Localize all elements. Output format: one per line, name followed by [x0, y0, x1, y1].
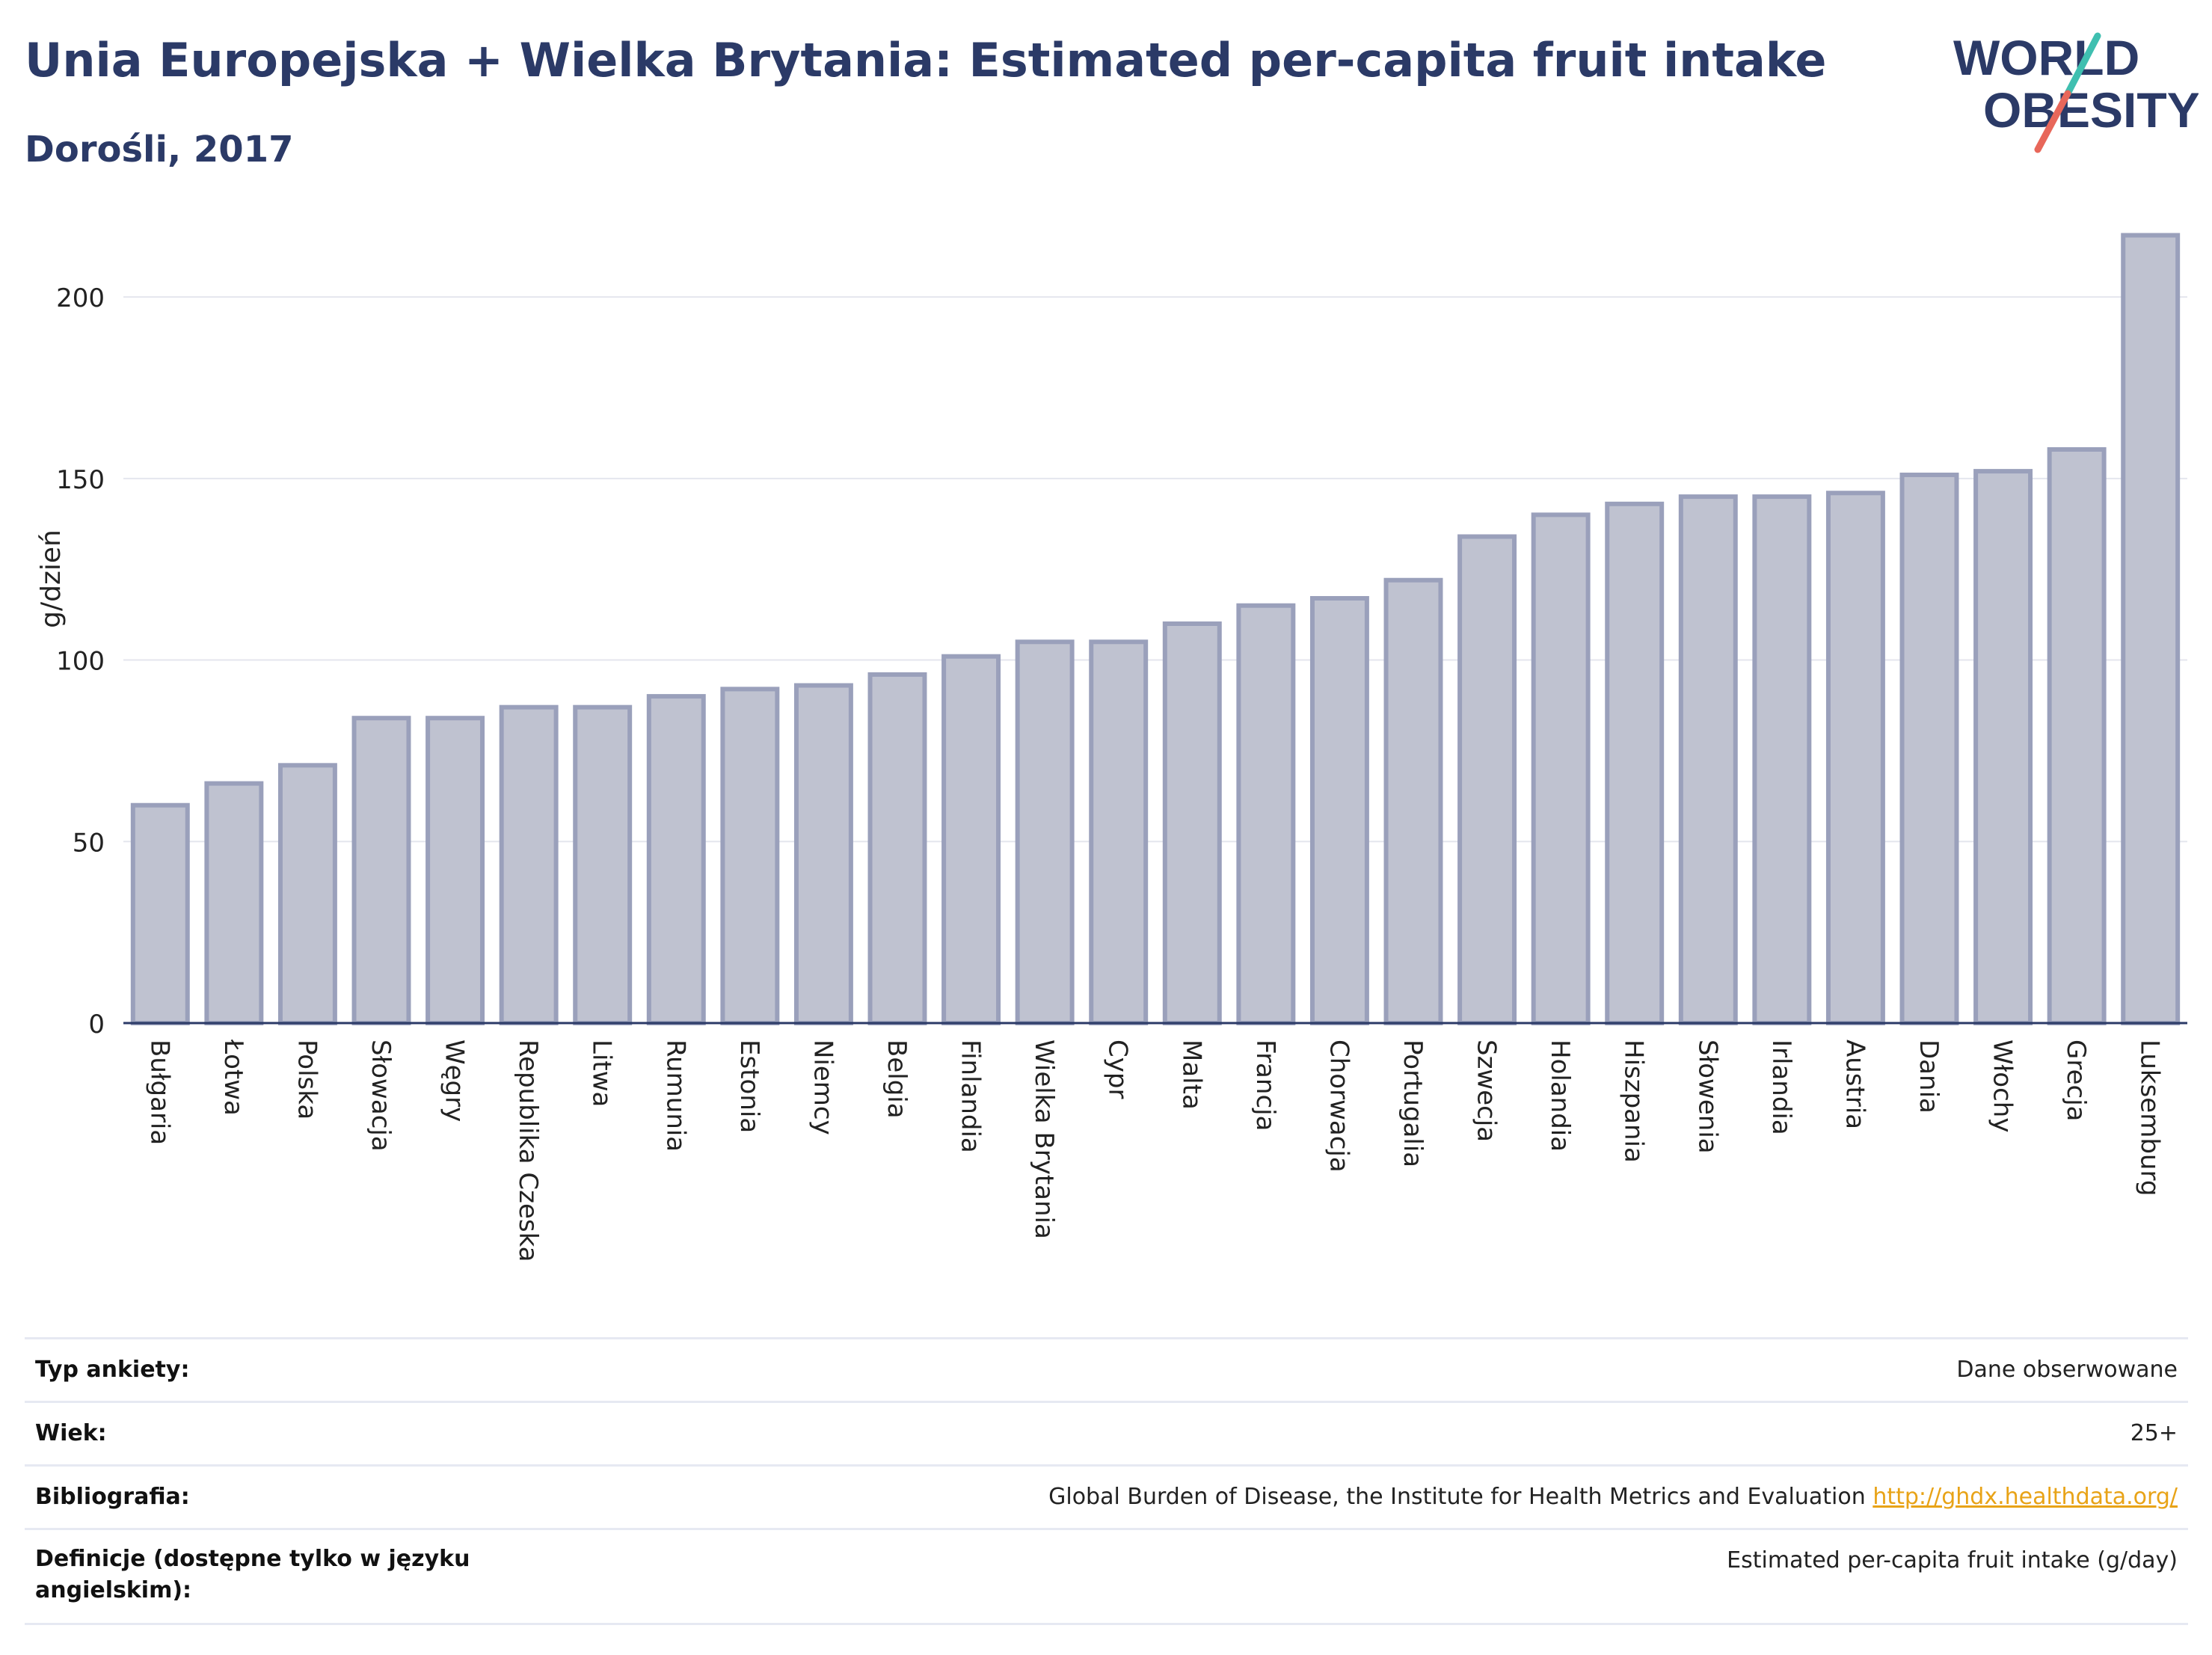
chart-subtitle: Dorośli, 2017	[25, 129, 294, 171]
bar-niemcy[interactable]	[793, 683, 853, 1025]
bar-luksemburg[interactable]	[2121, 233, 2181, 1026]
x-tick-label: Rumunia	[660, 1040, 690, 1152]
x-tick-label: Wielka Brytania	[1029, 1040, 1059, 1239]
bar-chart: 0 50 100 150 200 g/dzień Bułgaria Łotwa Polska Sł…	[36, 233, 2187, 1262]
metadata-value: 25+	[2130, 1420, 2178, 1446]
x-tick-label: Irlandia	[1766, 1040, 1796, 1135]
x-tick-label: Grecja	[2061, 1040, 2091, 1121]
y-tick-label: 150	[56, 465, 105, 495]
x-tick-label: Słowacja	[366, 1040, 396, 1152]
x-tick-label: Francja	[1250, 1040, 1280, 1131]
metadata-label: Wiek:	[35, 1420, 107, 1446]
bar-węgry[interactable]	[425, 716, 485, 1026]
metadata-label: Typ ankiety:	[35, 1357, 190, 1383]
x-tick-label: Holandia	[1545, 1040, 1575, 1152]
x-tick-label: Belgia	[882, 1040, 912, 1119]
bar-republika-czeska[interactable]	[499, 704, 559, 1025]
logo-slash-top	[2064, 32, 2101, 97]
x-tick-label: Polska	[292, 1040, 322, 1120]
bar-bułgaria[interactable]	[130, 802, 190, 1026]
bar-rumunia[interactable]	[646, 694, 706, 1025]
x-tick-label: Niemcy	[808, 1040, 838, 1135]
y-tick-label: 100	[56, 647, 105, 677]
x-tick-label: Słowenia	[1692, 1040, 1722, 1154]
bar-wielka-brytania[interactable]	[1015, 639, 1075, 1025]
metadata-label: Definicje (dostępne tylko w języku angie…	[35, 1546, 470, 1603]
bar-austria[interactable]	[1825, 491, 1885, 1025]
bibliography-link[interactable]: http://ghdx.healthdata.org/	[1872, 1484, 2178, 1510]
bar-portugalia[interactable]	[1383, 577, 1443, 1025]
bar-malta[interactable]	[1162, 621, 1222, 1025]
bar-belgia[interactable]	[867, 672, 927, 1025]
y-tick-label: 0	[88, 1010, 105, 1040]
y-tick-label: 50	[73, 828, 105, 858]
bar-szwecja[interactable]	[1457, 534, 1517, 1025]
x-tick-label: Łotwa	[218, 1039, 248, 1116]
bar-holandia[interactable]	[1531, 512, 1591, 1025]
metadata-row: Typ ankiety: Dane obserwowane	[25, 1337, 2188, 1401]
y-tick-label: 200	[56, 283, 105, 313]
logo-line1: WORLD	[1953, 30, 2139, 85]
metadata-value: Global Burden of Disease, the Institute …	[1048, 1484, 2178, 1510]
x-tick-label: Włochy	[1988, 1040, 2018, 1132]
bar-słowenia[interactable]	[1678, 494, 1738, 1025]
bar-polska[interactable]	[277, 763, 337, 1025]
x-tick-label: Bułgaria	[144, 1040, 174, 1145]
bar-cypr[interactable]	[1089, 639, 1149, 1025]
x-tick-label: Szwecja	[1472, 1040, 1502, 1142]
metadata-row: Definicje (dostępne tylko w języku angie…	[25, 1528, 2188, 1625]
x-tick-label: Republika Czeska	[513, 1040, 543, 1262]
bar-grecja[interactable]	[2047, 446, 2107, 1025]
bar-francja[interactable]	[1236, 603, 1296, 1025]
bar-irlandia[interactable]	[1752, 494, 1812, 1025]
metadata-table: Typ ankiety: Dane obserwowane Wiek: 25+ Bibl…	[25, 1337, 2188, 1625]
bar-dania[interactable]	[1899, 472, 1959, 1025]
bar-włochy[interactable]	[1973, 469, 2033, 1025]
metadata-value: Dane obserwowane	[1956, 1357, 2178, 1383]
logo-line2: OBESITY	[1983, 82, 2199, 138]
metadata-row: Bibliografia: Global Burden of Disease, t…	[25, 1464, 2188, 1528]
x-tick-label: Litwa	[587, 1040, 617, 1107]
chart-title: Unia Europejska + Wielka Brytania: Estim…	[25, 33, 1827, 87]
bar-hiszpania[interactable]	[1605, 501, 1665, 1025]
world-obesity-logo: WORLD OBESITY	[1953, 30, 2199, 153]
bar-litwa[interactable]	[573, 704, 633, 1025]
x-tick-label: Portugalia	[1398, 1040, 1428, 1167]
x-tick-label: Finlandia	[956, 1040, 986, 1153]
x-tick-label: Estonia	[734, 1040, 764, 1133]
x-tick-label: Węgry	[440, 1040, 470, 1122]
x-tick-label: Malta	[1176, 1040, 1206, 1110]
bar-łotwa[interactable]	[204, 781, 264, 1025]
bar-słowacja[interactable]	[351, 716, 411, 1026]
bar-estonia[interactable]	[720, 687, 780, 1026]
logo-slash-bottom	[2034, 90, 2071, 153]
x-tick-label: Austria	[1840, 1040, 1870, 1129]
x-tick-label: Cypr	[1103, 1040, 1133, 1099]
metadata-value: Estimated per-capita fruit intake (g/day…	[1727, 1547, 2178, 1573]
metadata-label: Bibliografia:	[35, 1484, 190, 1510]
bar-finlandia[interactable]	[941, 654, 1001, 1025]
x-tick-label: Chorwacja	[1324, 1040, 1354, 1173]
bar-chorwacja[interactable]	[1309, 596, 1369, 1025]
y-axis-label: g/dzień	[36, 529, 67, 628]
x-tick-label: Hiszpania	[1619, 1040, 1649, 1163]
metadata-row: Wiek: 25+	[25, 1401, 2188, 1464]
x-tick-label: Luksemburg	[2135, 1040, 2165, 1196]
x-tick-label: Dania	[1914, 1040, 1944, 1114]
